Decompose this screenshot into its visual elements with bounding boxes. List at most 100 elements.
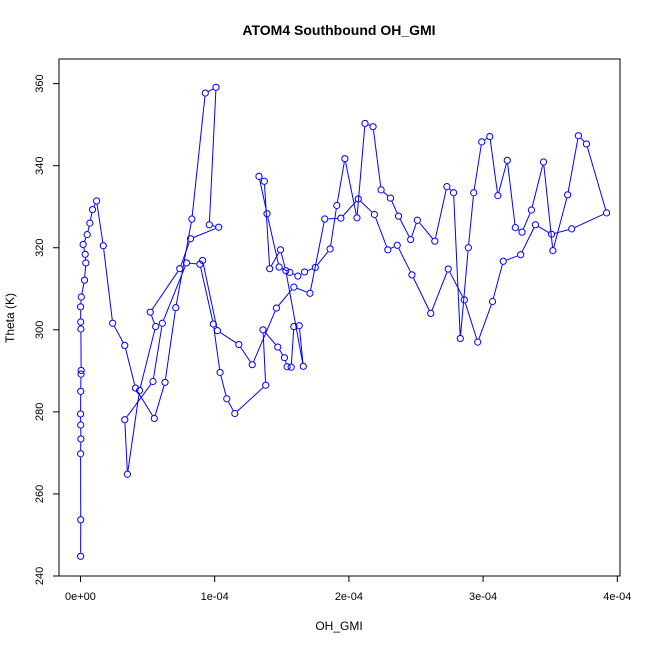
data-point bbox=[266, 265, 274, 273]
series-segment bbox=[431, 272, 448, 311]
series-segment bbox=[391, 201, 398, 214]
data-point bbox=[176, 265, 184, 273]
series-segment bbox=[299, 329, 304, 363]
series-segment bbox=[278, 289, 293, 306]
series-segment bbox=[498, 163, 507, 193]
series-segment bbox=[292, 273, 295, 276]
series-segment bbox=[103, 249, 113, 320]
data-point bbox=[301, 268, 309, 276]
data-point bbox=[311, 263, 319, 272]
data-point bbox=[511, 224, 519, 232]
series-segment bbox=[468, 196, 474, 245]
series-segment bbox=[180, 241, 190, 266]
data-point bbox=[456, 334, 464, 343]
data-point bbox=[369, 123, 377, 131]
data-point bbox=[306, 289, 314, 297]
y-tick-label: 360 bbox=[34, 74, 46, 92]
series-segment bbox=[264, 184, 270, 266]
series-segment bbox=[342, 201, 357, 216]
data-point bbox=[460, 296, 468, 304]
series-segment bbox=[553, 198, 568, 248]
data-point bbox=[408, 271, 416, 279]
series-segment bbox=[163, 265, 186, 321]
data-point bbox=[88, 205, 97, 214]
data-point bbox=[77, 421, 85, 429]
series-segment bbox=[189, 262, 197, 265]
data-point bbox=[294, 272, 302, 280]
data-point bbox=[503, 156, 511, 164]
data-point bbox=[215, 223, 223, 231]
series-segment bbox=[517, 229, 520, 231]
series-segment bbox=[521, 227, 535, 252]
y-axis: 240 260 280 300 320 340 360 bbox=[34, 74, 60, 585]
data-point bbox=[260, 177, 268, 185]
x-tick-label: 3e-04 bbox=[469, 591, 497, 603]
series-segment bbox=[165, 311, 176, 379]
series-segment bbox=[90, 212, 93, 220]
series-segment bbox=[484, 138, 488, 141]
series-segment bbox=[449, 188, 452, 191]
series-segment bbox=[84, 266, 87, 277]
series-segment bbox=[336, 162, 345, 203]
data-point bbox=[121, 341, 129, 350]
data-point bbox=[83, 231, 91, 239]
data-point bbox=[431, 237, 439, 245]
x-axis-label: OH_GMI bbox=[315, 619, 362, 633]
series-segment bbox=[413, 277, 430, 311]
series-segment bbox=[345, 162, 357, 215]
data-point bbox=[135, 386, 144, 395]
series-segment bbox=[124, 423, 128, 471]
series-segment bbox=[253, 311, 276, 362]
data-point bbox=[370, 210, 378, 219]
series-segment bbox=[93, 203, 96, 207]
data-point bbox=[77, 325, 85, 333]
data-point bbox=[377, 186, 385, 194]
series-segment bbox=[154, 385, 165, 416]
series-segment bbox=[383, 191, 389, 197]
data-point bbox=[123, 470, 132, 478]
x-tick-label: 4e-04 bbox=[603, 591, 631, 603]
x-tick-label: 2e-04 bbox=[335, 591, 363, 603]
data-point bbox=[262, 381, 270, 389]
data-point bbox=[150, 414, 158, 423]
series-segment bbox=[284, 360, 287, 364]
series-segment bbox=[411, 223, 417, 237]
series-segment bbox=[220, 375, 227, 396]
series-segment bbox=[586, 147, 607, 210]
y-tick-label: 340 bbox=[34, 157, 46, 175]
data-point bbox=[527, 206, 536, 214]
data-point bbox=[384, 246, 392, 254]
data-point bbox=[361, 119, 369, 128]
data-point bbox=[283, 363, 291, 371]
y-axis-label: Theta (K) bbox=[3, 293, 17, 343]
data-point bbox=[201, 89, 209, 97]
series-segment bbox=[330, 208, 337, 246]
data-point bbox=[290, 322, 298, 331]
data-point bbox=[172, 304, 180, 312]
series-segment bbox=[151, 271, 179, 310]
data-point bbox=[341, 155, 349, 163]
series-segment bbox=[83, 247, 85, 251]
series-segment bbox=[489, 139, 498, 193]
series-segment bbox=[262, 333, 267, 382]
data-point bbox=[99, 242, 107, 250]
series-segment bbox=[139, 329, 156, 388]
data-point bbox=[82, 259, 90, 267]
data-point bbox=[199, 256, 207, 265]
series-segment bbox=[227, 401, 234, 411]
data-point bbox=[275, 263, 283, 271]
data-point bbox=[186, 235, 195, 243]
data-point bbox=[427, 309, 435, 317]
data-point bbox=[386, 194, 395, 202]
y-tick-label: 320 bbox=[34, 239, 46, 257]
data-point bbox=[602, 209, 611, 217]
series-segment bbox=[390, 246, 395, 249]
data-point bbox=[276, 246, 285, 254]
data-point bbox=[231, 409, 239, 418]
series-segment bbox=[125, 348, 136, 385]
series-segment bbox=[554, 229, 569, 234]
data-point bbox=[333, 201, 341, 210]
data-point bbox=[474, 338, 482, 346]
data-series bbox=[77, 83, 611, 560]
